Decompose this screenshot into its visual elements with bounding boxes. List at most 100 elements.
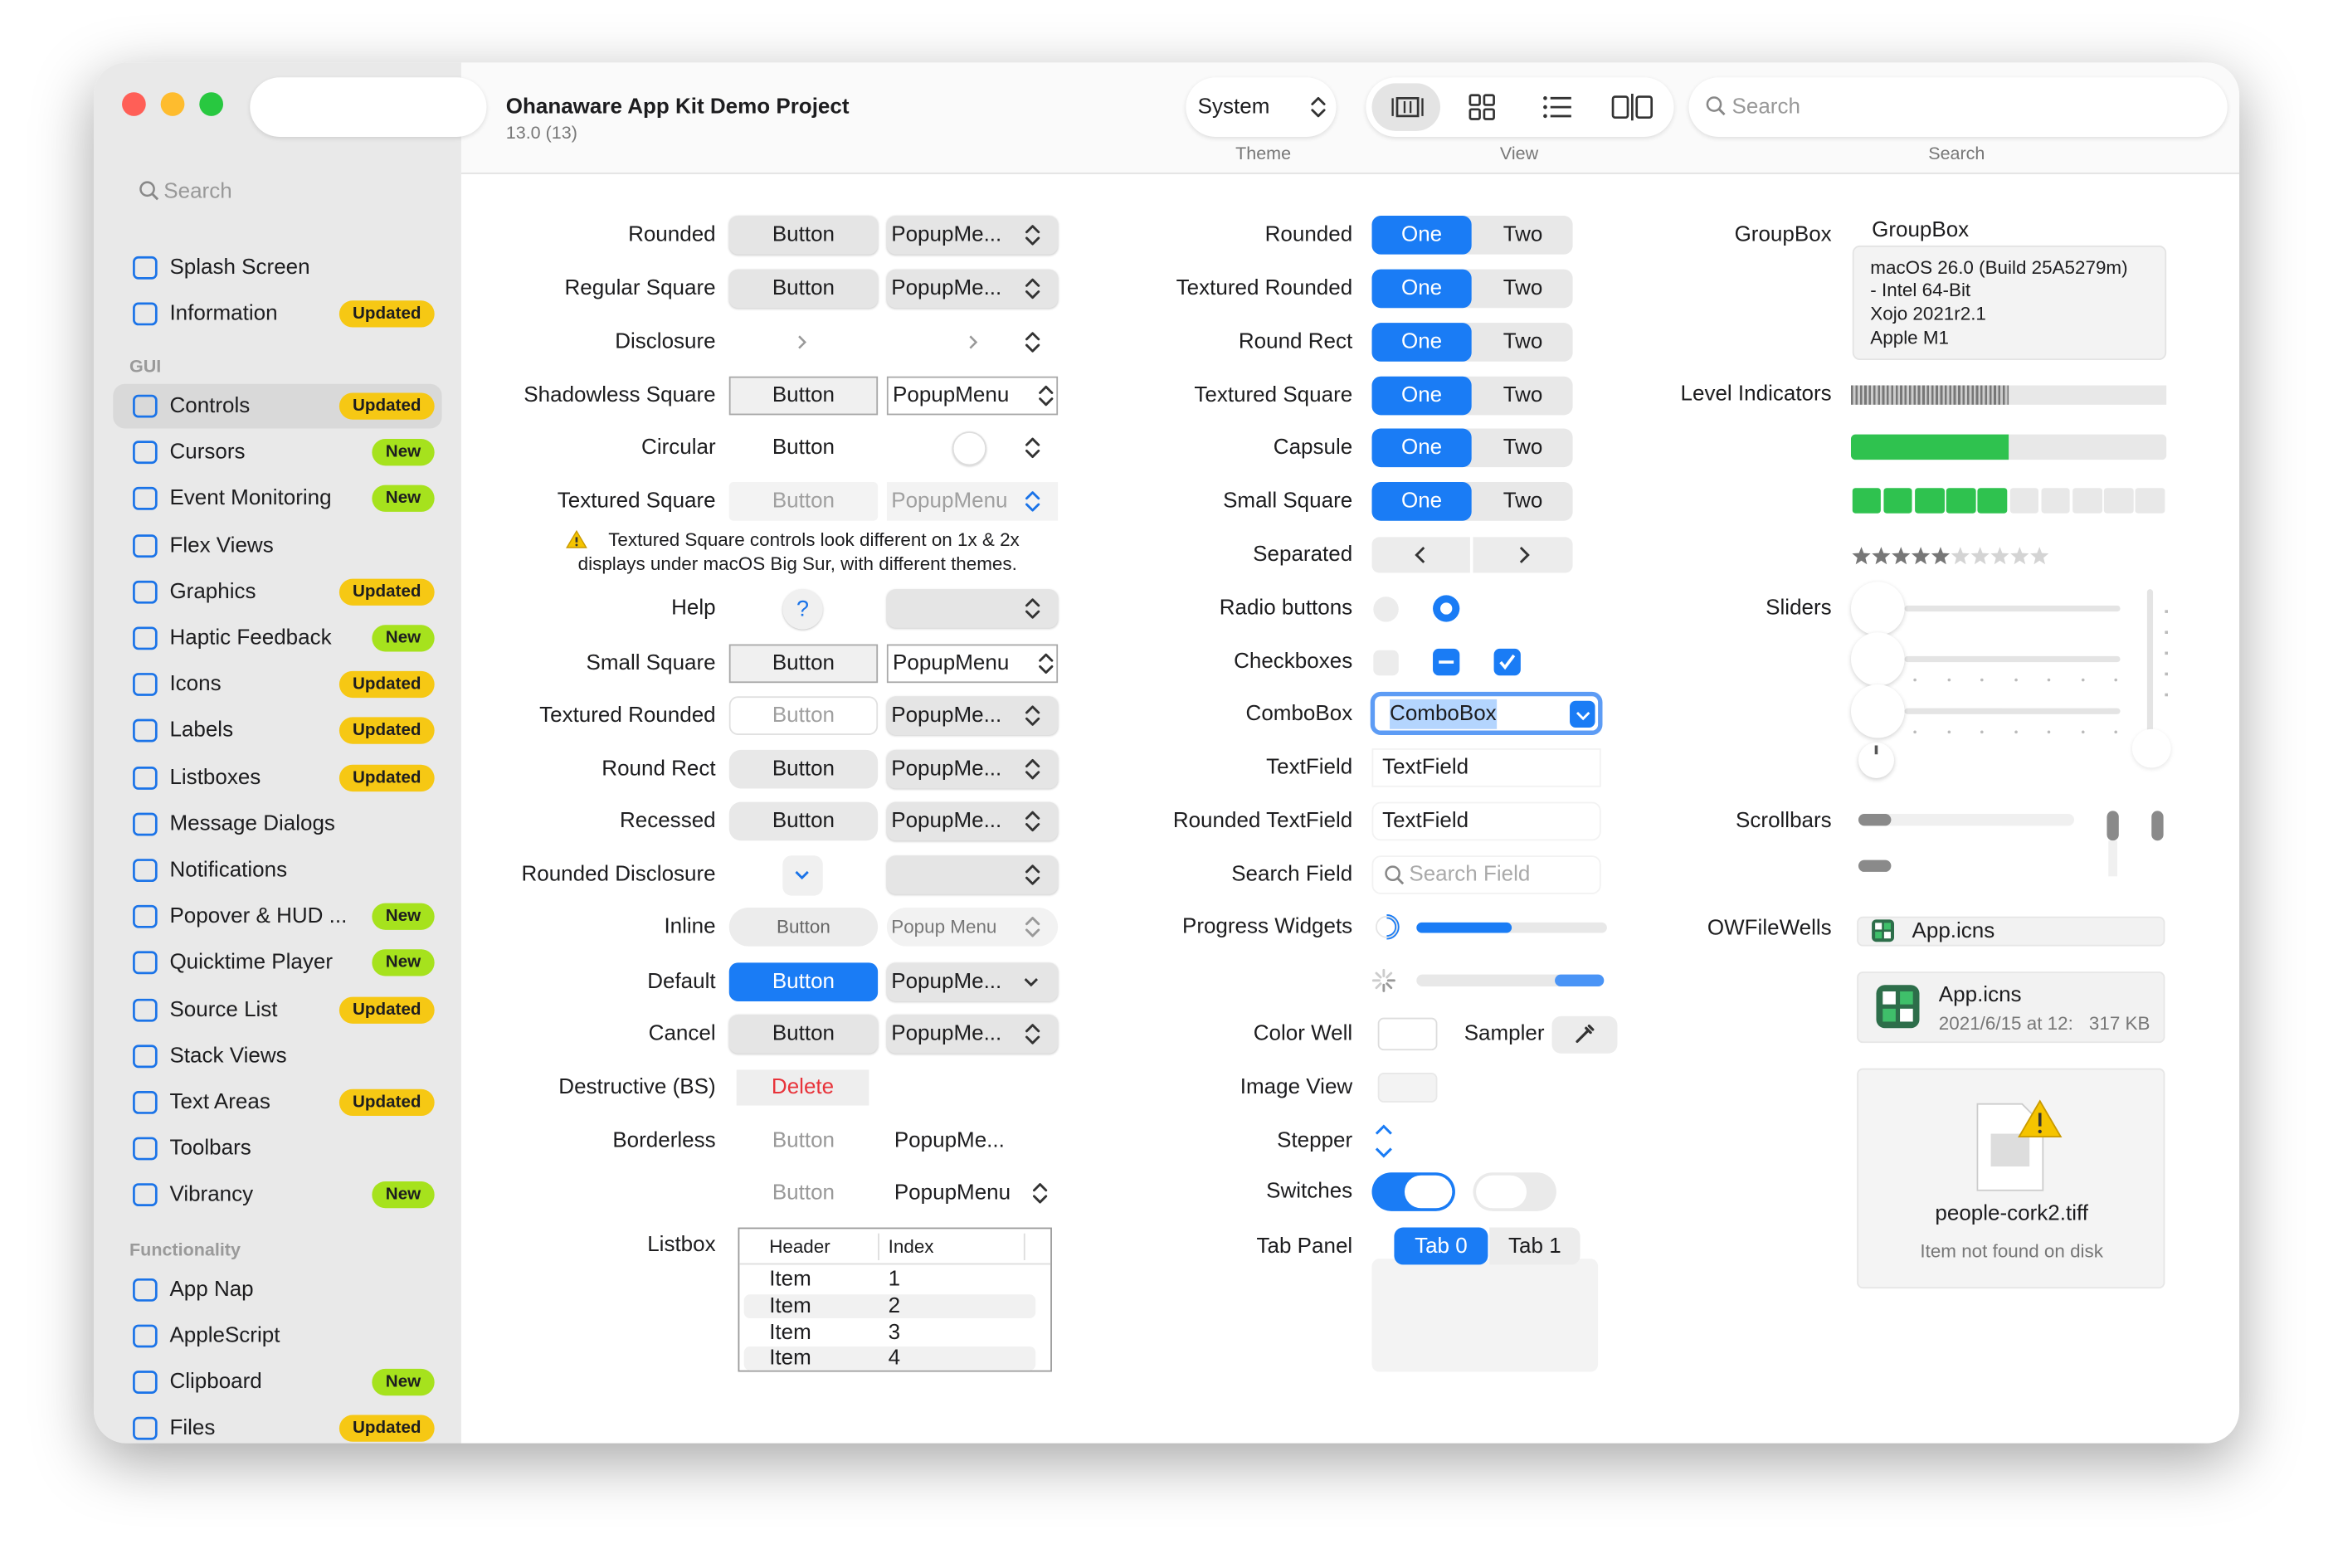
sidebar-item[interactable]: Flex Views (169, 533, 274, 558)
theme-popup[interactable] (1186, 77, 1337, 137)
popup-menu[interactable]: PopupMenu (886, 482, 1059, 521)
sidebar-item[interactable]: Notifications (169, 858, 288, 883)
button[interactable]: Button (728, 644, 879, 684)
popup-menu[interactable] (886, 855, 1059, 894)
popup-menu[interactable]: PopupMenu (886, 376, 1059, 416)
segment[interactable]: Two (1503, 223, 1543, 247)
popup-arrows (1039, 653, 1054, 674)
sidebar-icon (133, 256, 158, 280)
help-button[interactable] (782, 589, 823, 630)
tab[interactable]: Tab 0 (1394, 1227, 1488, 1265)
popup-menu[interactable]: PopupMe... (886, 269, 1059, 309)
button[interactable]: Button (728, 696, 879, 735)
segment[interactable]: One (1371, 482, 1472, 521)
popup-menu[interactable]: PopupMe... (894, 1129, 1005, 1153)
popup-menu[interactable]: PopupMe... (886, 696, 1059, 735)
sidebar-item[interactable]: Controls (169, 394, 251, 418)
button[interactable]: Button (728, 216, 879, 255)
tab[interactable]: Tab 1 (1489, 1227, 1580, 1265)
sidebar-item[interactable]: Cursors (169, 441, 246, 465)
sidebar-item[interactable]: Icons (169, 672, 222, 697)
checkbox-off[interactable] (1373, 650, 1399, 676)
control-label: Stepper (1277, 1129, 1353, 1153)
sidebar-item[interactable]: Labels (169, 718, 234, 743)
popup-menu[interactable]: PopupMe... (886, 1015, 1059, 1054)
button[interactable]: Button (728, 376, 879, 416)
traffic-light[interactable] (122, 92, 146, 116)
sidebar-item[interactable]: Listboxes (169, 765, 261, 790)
button[interactable]: Delete (736, 1069, 869, 1106)
sidebar-item[interactable]: Text Areas (169, 1090, 270, 1115)
sidebar-item[interactable]: Popover & HUD ... (169, 904, 348, 929)
filewell-medium[interactable] (1857, 971, 2165, 1044)
segment[interactable]: Two (1503, 436, 1543, 460)
button[interactable]: Button (728, 801, 879, 841)
slider-knob[interactable] (1850, 632, 1905, 686)
popup-menu[interactable]: Popup Menu (886, 907, 1059, 947)
segment[interactable] (1371, 537, 1470, 573)
segment[interactable]: Two (1503, 383, 1543, 408)
segment[interactable]: One (1371, 376, 1472, 416)
sidebar-item[interactable]: Files (169, 1416, 216, 1441)
sidebar-item[interactable]: Vibrancy (169, 1183, 254, 1208)
theme-label: Theme (1235, 143, 1292, 164)
sidebar-badge: New (372, 1368, 435, 1396)
button[interactable]: Button (728, 962, 879, 1001)
color-well[interactable] (1377, 1017, 1438, 1051)
sidebar-item[interactable]: Information (169, 302, 278, 326)
button[interactable]: Button (772, 1181, 835, 1205)
button[interactable]: Button (728, 1015, 879, 1054)
button[interactable]: Button (728, 269, 879, 309)
sidebar-toggle-pill[interactable] (250, 77, 487, 137)
button[interactable]: Button (728, 482, 879, 521)
icon (1415, 546, 1425, 563)
traffic-light[interactable] (199, 92, 224, 116)
text-field[interactable] (1371, 748, 1601, 787)
popup-menu[interactable]: PopupMe... (886, 801, 1059, 841)
text-field[interactable] (1371, 801, 1601, 841)
sidebar-item[interactable]: Clipboard (169, 1370, 262, 1395)
popup-arrows (1025, 758, 1040, 780)
traffic-light[interactable] (160, 92, 185, 116)
slider-knob[interactable] (1850, 684, 1905, 738)
popup-menu[interactable]: PopupMenu (894, 1181, 1011, 1205)
combobox-button[interactable] (1570, 700, 1595, 728)
toolbar-search[interactable] (1688, 77, 2228, 137)
sidebar-item[interactable]: Quicktime Player (169, 951, 333, 976)
sidebar-item[interactable]: Graphics (169, 580, 256, 604)
tab-panel (1371, 1259, 1599, 1372)
control-label: Image View (1240, 1075, 1353, 1100)
sidebar-item[interactable]: AppleScript (169, 1324, 280, 1348)
popup-menu[interactable]: PopupMe... (886, 749, 1059, 789)
segment[interactable]: One (1371, 323, 1472, 362)
button[interactable]: Button (728, 749, 879, 789)
sidebar-item[interactable]: Haptic Feedback (169, 626, 332, 650)
button[interactable]: Button (772, 436, 835, 460)
segment[interactable]: One (1371, 216, 1472, 255)
sidebar-item[interactable]: Event Monitoring (169, 487, 332, 511)
segment[interactable]: Two (1503, 489, 1543, 514)
text-field[interactable] (1371, 855, 1601, 894)
segment[interactable]: One (1371, 269, 1472, 309)
popup-menu[interactable]: PopupMe... (886, 216, 1059, 255)
popup-menu[interactable]: PopupMenu (886, 644, 1059, 684)
sidebar-item[interactable]: Source List (169, 997, 278, 1022)
button[interactable]: Button (728, 907, 879, 947)
slider-knob (2131, 728, 2171, 768)
slider-knob[interactable] (1850, 582, 1905, 635)
filewell-small[interactable] (1857, 916, 2165, 947)
segment[interactable]: Two (1503, 330, 1543, 354)
button[interactable]: Button (772, 1129, 835, 1153)
sidebar-item[interactable]: App Nap (169, 1278, 254, 1303)
segment[interactable] (1473, 537, 1573, 573)
popup-menu[interactable] (886, 589, 1059, 628)
sidebar-item[interactable]: Message Dialogs (169, 811, 335, 836)
sidebar-item[interactable]: Splash Screen (169, 256, 310, 280)
sidebar-icon (133, 766, 158, 790)
sidebar-item[interactable]: Stack Views (169, 1044, 287, 1069)
sidebar-item[interactable]: Toolbars (169, 1137, 251, 1161)
radio-off[interactable] (1373, 597, 1399, 622)
sidebar-icon (133, 580, 158, 604)
segment[interactable]: Two (1503, 276, 1543, 301)
segment[interactable]: One (1371, 428, 1472, 468)
